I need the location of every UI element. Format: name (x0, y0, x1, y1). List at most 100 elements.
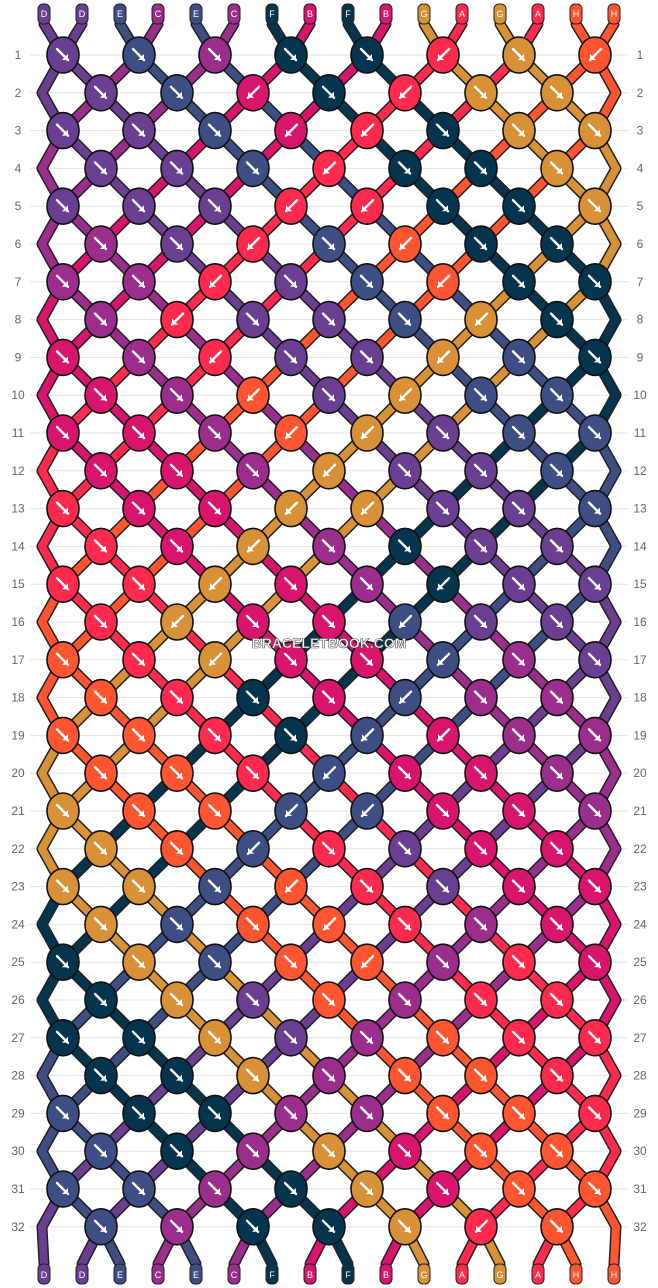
knot-arrow-head (594, 280, 600, 287)
knot-arrow-head (62, 1112, 68, 1119)
strand-cap-top (113, 3, 127, 25)
row-number-left: 26 (11, 993, 25, 1007)
knot (160, 905, 194, 944)
knot-arrow-head (214, 1188, 220, 1194)
knot-arrow-head (404, 545, 410, 552)
knot (160, 149, 194, 188)
knot (312, 527, 346, 566)
knot (84, 451, 118, 490)
knot (236, 678, 270, 717)
knot-arrow-head (176, 696, 182, 703)
knot-arrow-head (214, 810, 220, 816)
row-number-left: 20 (11, 766, 25, 780)
strand-cap-bottom (227, 1263, 241, 1285)
knot-arrow-head (518, 810, 524, 816)
row-number-left: 18 (11, 691, 25, 705)
knot-arrow-head (100, 999, 106, 1005)
knot-arrow-head (290, 1188, 296, 1194)
knot-arrow-head (248, 243, 254, 249)
knot-arrow-head (442, 129, 448, 136)
knot-arrow-head (290, 280, 296, 287)
strand-letter-bottom: D (41, 1270, 48, 1280)
knot-arrow-head (210, 583, 216, 590)
row-number-left: 31 (11, 1182, 25, 1196)
strand-letter-top: C (155, 9, 162, 19)
knot (236, 905, 270, 944)
knot-arrow-head (400, 696, 406, 703)
knot-arrow-head (400, 394, 406, 401)
knot (236, 451, 270, 490)
knot-arrow-head (594, 583, 600, 590)
knot-arrow-head (138, 54, 144, 60)
strand-cap-bottom (493, 1263, 507, 1285)
strand-segment (38, 1222, 48, 1268)
strand-cap-top (303, 3, 317, 25)
knot-arrow-head (138, 734, 144, 741)
knot (84, 905, 118, 944)
strand-letter-bottom: A (535, 1270, 541, 1280)
knot-arrow-head (438, 658, 444, 665)
row-number-left: 12 (11, 464, 25, 478)
knot-arrow-head (442, 205, 448, 212)
knot-arrow-head (172, 318, 178, 325)
knot-arrow-head (400, 243, 406, 249)
strand-letter-bottom: B (307, 1270, 313, 1280)
knot (84, 1208, 118, 1246)
knot (312, 74, 346, 112)
knot-arrow-head (594, 734, 600, 741)
knot (160, 225, 194, 263)
knot-arrow-head (556, 772, 562, 779)
knot-arrow-head (594, 961, 600, 968)
knot (46, 1019, 80, 1057)
knot-arrow-head (252, 696, 258, 703)
knot-arrow-head (248, 394, 254, 401)
knot-arrow-head (594, 432, 600, 438)
knot (236, 149, 270, 188)
row-number-left: 16 (11, 615, 25, 629)
knot (578, 640, 612, 679)
knot (578, 111, 612, 150)
knot-arrow-head (62, 54, 68, 60)
strand-cap-top (493, 3, 507, 25)
knot-arrow-head (62, 658, 68, 665)
row-number-right: 31 (633, 1182, 647, 1196)
strand-letter-bottom: H (611, 1270, 618, 1280)
knot (274, 1094, 308, 1133)
knot-arrow-head (366, 356, 372, 363)
row-number-left: 13 (11, 502, 25, 516)
knot-arrow-head (100, 772, 106, 779)
knot-arrow-head (556, 999, 562, 1005)
knot (388, 1132, 422, 1170)
knot-arrow-head (556, 621, 562, 627)
knot-arrow-head (138, 356, 144, 363)
knot-arrow-head (100, 696, 106, 703)
knot-arrow-head (404, 847, 410, 854)
knot-arrow-head (438, 583, 444, 590)
knot-arrow-head (62, 1036, 68, 1043)
knot-arrow-head (328, 696, 334, 703)
knot-arrow-head (62, 432, 68, 438)
knot (464, 225, 498, 263)
row-number-right: 21 (633, 804, 647, 818)
knot-arrow-head (594, 1188, 600, 1194)
knot (46, 640, 80, 679)
row-number-right: 20 (633, 766, 647, 780)
strand-cap-top (75, 3, 89, 25)
knot (236, 300, 270, 339)
knot-arrow-head (138, 280, 144, 287)
knot (46, 489, 80, 528)
strand-cap-top (455, 3, 469, 25)
knot-arrow-head (100, 167, 106, 174)
knot (578, 716, 612, 755)
knot (578, 1170, 612, 1208)
knot (540, 1132, 574, 1170)
knot-arrow-head (286, 885, 292, 892)
knot-arrow-head (518, 885, 524, 892)
knot (540, 149, 574, 188)
knot-arrow-head (324, 923, 330, 930)
strand-letter-bottom: H (573, 1270, 580, 1280)
knot (46, 36, 80, 74)
knot-arrow-head (404, 772, 410, 779)
